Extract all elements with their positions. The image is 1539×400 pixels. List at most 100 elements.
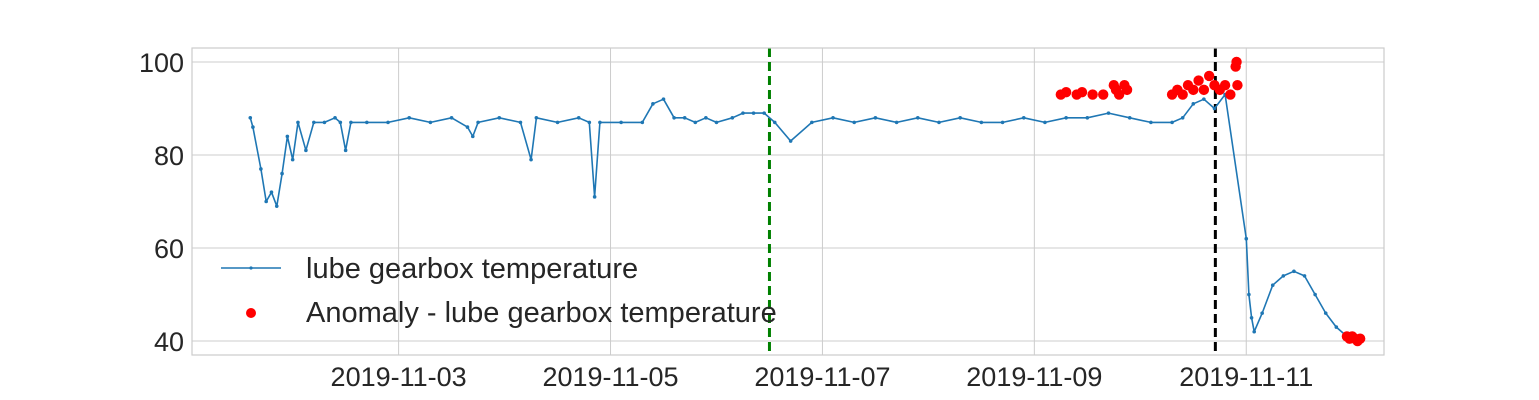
series-point	[1323, 311, 1328, 315]
series-point	[1000, 120, 1005, 125]
series-point	[1292, 269, 1296, 274]
legend: lube gearbox temperature Anomaly - lube …	[221, 253, 777, 329]
anomaly-point	[1231, 56, 1242, 68]
series-point	[407, 115, 412, 120]
series-point	[1021, 115, 1026, 120]
anomaly-point	[1060, 86, 1072, 98]
series-point	[741, 111, 745, 115]
x-axis-ticks: 2019-11-03 2019-11-05 2019-11-07 2019-11-09…	[331, 362, 1314, 392]
series-point	[682, 115, 687, 120]
series-point	[751, 111, 756, 115]
series-point	[248, 115, 253, 120]
series-point	[693, 120, 698, 125]
series-point	[555, 120, 560, 125]
series-point	[788, 139, 793, 143]
series-point	[1106, 111, 1111, 115]
series-point	[640, 120, 645, 125]
series-point	[264, 199, 268, 204]
series-point	[343, 148, 348, 153]
series-point	[322, 120, 327, 125]
series-point	[592, 195, 597, 199]
series-point	[280, 171, 284, 176]
x-tick-label: 2019-11-03	[331, 362, 467, 392]
series-point	[304, 148, 308, 153]
series-point	[958, 115, 962, 120]
series-point	[470, 134, 475, 139]
anomaly-points	[1055, 56, 1366, 347]
anomaly-point	[1193, 75, 1204, 86]
anomaly-point	[1354, 333, 1366, 344]
anomaly-point	[1232, 80, 1243, 91]
series-line-lube-gearbox-temperature	[249, 93, 1358, 342]
series-point	[1212, 106, 1217, 111]
series-point	[1149, 120, 1153, 125]
x-tick-label: 2019-11-09	[966, 362, 1102, 392]
series-point	[1252, 329, 1257, 334]
anomaly-point	[1098, 89, 1109, 100]
series-point	[349, 120, 353, 125]
series-point	[476, 120, 480, 125]
series-point	[1127, 115, 1132, 120]
series-point	[661, 97, 666, 101]
series-point	[1313, 292, 1317, 297]
series-point	[529, 157, 533, 162]
series-point	[1043, 120, 1047, 125]
series-point	[894, 120, 899, 125]
series-markers	[248, 92, 1360, 343]
series-point	[1202, 97, 1206, 101]
series-point	[831, 115, 835, 120]
series-point	[269, 190, 274, 194]
legend-label-anomaly: Anomaly - lube gearbox temperature	[306, 297, 777, 329]
anomaly-point	[1225, 89, 1236, 100]
x-tick-label: 2019-11-11	[1179, 362, 1313, 392]
series-point	[534, 115, 539, 120]
series-point	[1247, 292, 1251, 297]
series-point	[449, 115, 454, 120]
series-point	[587, 120, 592, 125]
series-point	[1244, 236, 1249, 241]
series-point	[937, 120, 941, 125]
series-point	[1302, 274, 1307, 278]
series-point	[251, 125, 255, 129]
series-point	[704, 115, 708, 120]
series-point	[730, 115, 735, 120]
series-point	[1249, 315, 1254, 320]
series-point	[1180, 115, 1185, 120]
legend-line-marker	[249, 266, 253, 270]
series-point	[290, 157, 295, 162]
series-point	[465, 125, 470, 129]
anomaly-point	[1203, 70, 1215, 82]
y-tick-label: 60	[154, 234, 184, 264]
x-tick-label: 2019-11-05	[542, 362, 678, 392]
series-point	[873, 115, 878, 120]
series-point	[714, 120, 719, 125]
series-point	[274, 204, 279, 208]
anomaly-point	[1113, 89, 1125, 100]
y-tick-label: 80	[154, 141, 184, 171]
series-point	[651, 102, 655, 106]
series-point	[598, 120, 602, 125]
series-point	[386, 120, 390, 125]
series-point	[259, 167, 263, 171]
series-point	[1334, 325, 1339, 329]
anomaly-point	[1076, 86, 1088, 98]
series-point	[1170, 120, 1174, 125]
plot-area	[192, 48, 1384, 355]
series-point	[338, 120, 343, 125]
y-axis-ticks: 40 60 80 100	[139, 48, 184, 357]
series-point	[979, 120, 984, 125]
y-tick-label: 40	[154, 327, 184, 357]
series-point	[365, 120, 369, 125]
series-lines	[249, 93, 1358, 342]
anomaly-point	[1188, 84, 1199, 96]
series-point	[1191, 102, 1196, 106]
reference-lines	[767, 48, 1217, 355]
grid	[192, 48, 1384, 355]
series-point	[619, 120, 623, 125]
series-point	[576, 115, 581, 120]
anomaly-point	[1219, 80, 1231, 91]
series-point	[810, 120, 814, 125]
series-point	[1270, 283, 1275, 288]
series-point	[1260, 311, 1264, 315]
series-point	[296, 120, 300, 125]
